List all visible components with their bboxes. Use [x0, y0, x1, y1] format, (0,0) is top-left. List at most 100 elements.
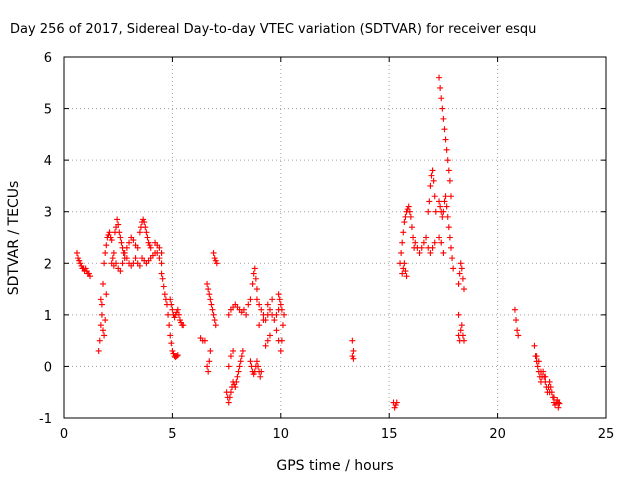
- data-point: [402, 268, 409, 275]
- data-point: [209, 306, 216, 313]
- data-point: [264, 301, 271, 308]
- data-point: [173, 353, 180, 360]
- data-point: [123, 255, 130, 262]
- data-point: [458, 322, 465, 329]
- data-point: [98, 301, 105, 308]
- data-point: [239, 347, 246, 354]
- data-point: [260, 317, 267, 324]
- data-point: [237, 358, 244, 365]
- data-point: [114, 216, 121, 223]
- data-point: [169, 306, 176, 313]
- data-point: [443, 146, 450, 153]
- data-point: [96, 337, 103, 344]
- x-tick-label: 25: [598, 427, 615, 442]
- data-point: [236, 363, 243, 370]
- data-point: [412, 239, 419, 246]
- data-point: [427, 182, 434, 189]
- data-point: [407, 213, 414, 220]
- data-point: [142, 224, 149, 231]
- data-point: [420, 239, 427, 246]
- data-point: [140, 216, 147, 223]
- data-point: [145, 239, 152, 246]
- data-point: [134, 244, 141, 251]
- data-point: [227, 353, 234, 360]
- data-point: [247, 296, 254, 303]
- data-point: [431, 193, 438, 200]
- data-point: [101, 260, 108, 267]
- data-point: [232, 384, 239, 391]
- data-point: [161, 291, 168, 298]
- data-point: [238, 353, 245, 360]
- data-point: [546, 378, 553, 385]
- data-point: [459, 332, 466, 339]
- data-point: [403, 273, 410, 280]
- data-point: [97, 322, 104, 329]
- data-point: [444, 157, 451, 164]
- x-axis-label: GPS time / hours: [276, 458, 393, 474]
- data-point: [537, 368, 544, 375]
- data-point: [262, 342, 269, 349]
- data-point: [445, 224, 452, 231]
- data-point: [547, 384, 554, 391]
- data-point: [75, 255, 82, 262]
- data-point: [460, 337, 467, 344]
- data-point: [428, 172, 435, 179]
- data-point: [213, 260, 220, 267]
- data-point: [349, 353, 356, 360]
- data-point: [418, 244, 425, 251]
- data-point: [408, 224, 415, 231]
- data-point: [121, 249, 128, 256]
- data-point: [247, 358, 254, 365]
- data-point: [533, 353, 540, 360]
- data-point: [416, 249, 423, 256]
- data-point: [402, 213, 409, 220]
- data-point: [391, 404, 398, 411]
- data-point: [273, 311, 280, 318]
- data-point: [211, 255, 218, 262]
- data-point: [251, 265, 258, 272]
- data-point: [350, 355, 357, 362]
- y-tick-label: -1: [39, 412, 52, 427]
- data-point: [442, 193, 449, 200]
- data-point: [118, 239, 125, 246]
- data-point: [349, 337, 356, 344]
- data-point: [98, 311, 105, 318]
- data-point: [426, 198, 433, 205]
- data-point: [136, 229, 143, 236]
- x-tick-label: 20: [489, 427, 506, 442]
- data-point: [160, 283, 167, 290]
- data-point: [277, 347, 284, 354]
- data-point: [406, 208, 413, 215]
- data-point: [450, 265, 457, 272]
- data-point: [87, 273, 94, 280]
- data-point: [440, 208, 447, 215]
- y-tick-label: 2: [44, 257, 52, 272]
- data-point: [400, 229, 407, 236]
- data-point: [455, 280, 462, 287]
- data-point: [429, 244, 436, 251]
- data-point: [437, 203, 444, 210]
- data-point: [447, 193, 454, 200]
- data-point: [444, 213, 451, 220]
- data-point: [446, 177, 453, 184]
- data-point: [513, 317, 520, 324]
- data-point: [457, 327, 464, 334]
- data-point: [141, 219, 148, 226]
- data-point: [168, 301, 175, 308]
- data-point: [449, 255, 456, 262]
- data-point: [447, 244, 454, 251]
- data-point: [165, 311, 172, 318]
- data-point: [106, 229, 113, 236]
- data-point: [459, 275, 466, 282]
- data-point: [258, 306, 265, 313]
- data-point: [100, 280, 107, 287]
- data-point: [143, 229, 150, 236]
- data-point: [171, 314, 178, 321]
- data-point: [204, 363, 211, 370]
- data-point: [130, 237, 137, 244]
- data-point: [554, 396, 561, 403]
- data-point: [439, 105, 446, 112]
- data-point: [258, 368, 265, 375]
- data-point: [393, 399, 400, 406]
- data-point: [438, 239, 445, 246]
